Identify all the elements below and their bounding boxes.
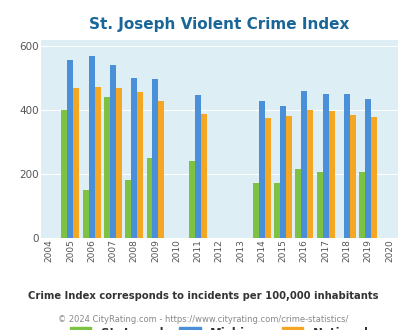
Bar <box>273 183 279 238</box>
Bar <box>88 56 94 238</box>
Text: © 2024 CityRating.com - https://www.cityrating.com/crime-statistics/: © 2024 CityRating.com - https://www.city… <box>58 315 347 324</box>
Bar <box>307 110 313 238</box>
Bar <box>322 94 328 238</box>
Bar <box>83 190 88 238</box>
Bar <box>252 183 258 238</box>
Text: Crime Index corresponds to incidents per 100,000 inhabitants: Crime Index corresponds to incidents per… <box>28 291 377 301</box>
Bar <box>364 99 370 238</box>
Bar <box>61 110 67 238</box>
Bar <box>285 116 291 238</box>
Bar <box>158 101 164 238</box>
Bar <box>146 158 152 238</box>
Bar <box>358 172 364 238</box>
Bar <box>316 172 322 238</box>
Bar <box>73 88 79 238</box>
Bar <box>343 94 349 238</box>
Bar <box>104 97 110 238</box>
Bar <box>94 87 100 238</box>
Bar <box>349 115 355 238</box>
Bar <box>125 180 131 238</box>
Bar <box>328 111 334 238</box>
Legend: St. Joseph, Michigan, National: St. Joseph, Michigan, National <box>70 327 368 330</box>
Bar <box>194 95 200 238</box>
Bar <box>115 88 122 238</box>
Bar <box>152 79 158 238</box>
Bar <box>279 106 285 238</box>
Bar <box>370 116 376 238</box>
Bar <box>200 114 207 238</box>
Bar <box>110 65 115 238</box>
Title: St. Joseph Violent Crime Index: St. Joseph Violent Crime Index <box>89 17 349 32</box>
Bar <box>137 92 143 238</box>
Bar <box>295 169 301 238</box>
Bar <box>301 91 307 238</box>
Bar <box>189 161 194 238</box>
Bar <box>258 101 264 238</box>
Bar <box>67 60 73 238</box>
Bar <box>264 118 270 238</box>
Bar <box>131 78 137 238</box>
